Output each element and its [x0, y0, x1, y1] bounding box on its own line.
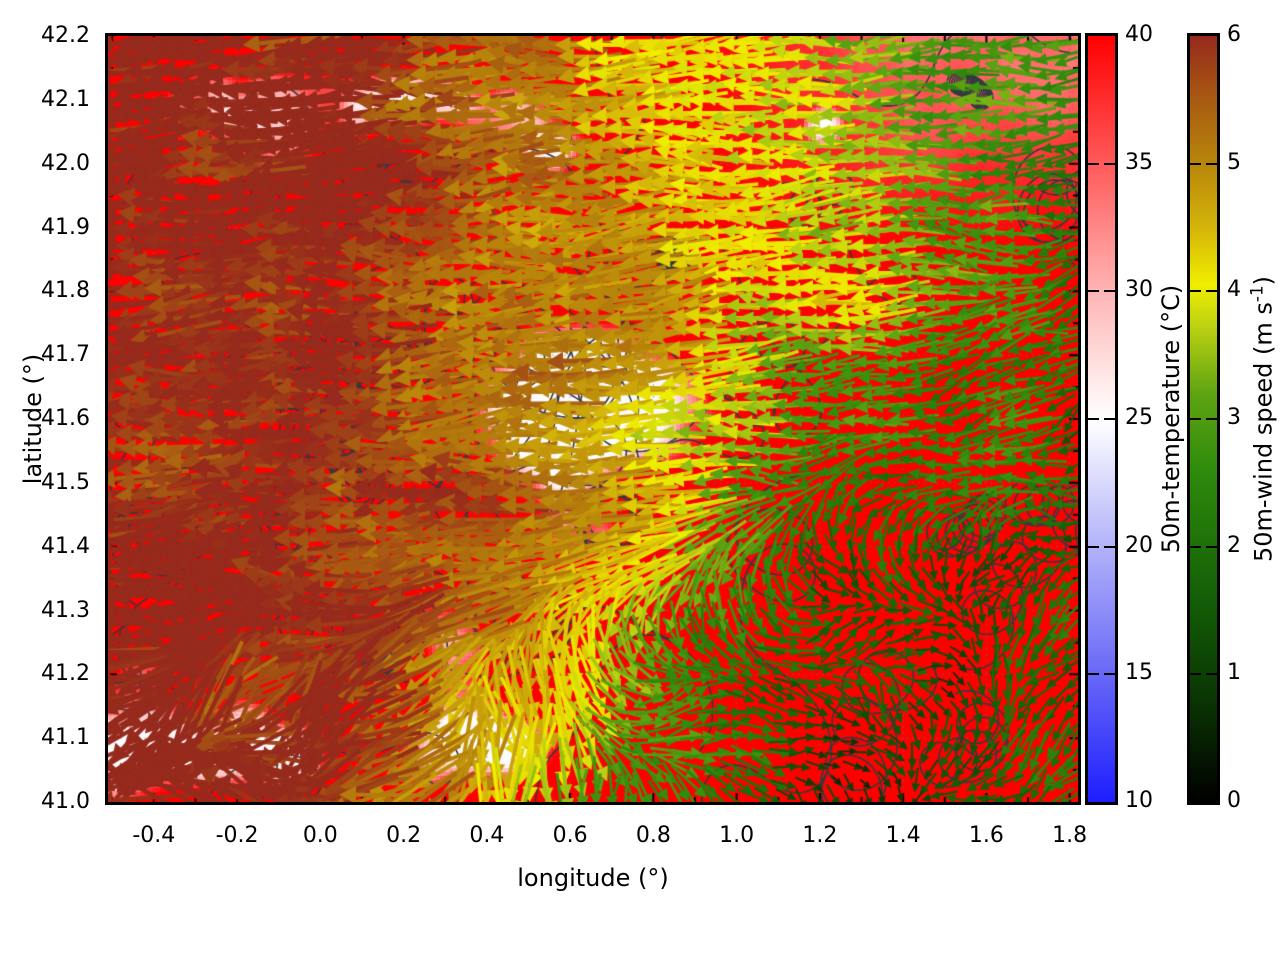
plot-area [105, 33, 1081, 805]
temperature-colorbar-tick-mark [1088, 162, 1099, 165]
temperature-colorbar-tick-label: 20 [1125, 532, 1153, 558]
wind_speed-colorbar-tick-label: 3 [1227, 405, 1241, 430]
temperature-colorbar [1085, 33, 1118, 805]
x-tick-label: 1.6 [968, 823, 1004, 848]
x-tick-label: -0.2 [215, 823, 259, 848]
x-tick-label: 0.8 [635, 823, 671, 848]
wind-speed-colorbar-title-sup: -1 [1246, 285, 1267, 303]
y-tick-label: 41.6 [41, 406, 90, 431]
x-tick-label: -0.4 [132, 823, 176, 848]
wind_speed-colorbar-tick-label: 4 [1227, 277, 1241, 303]
y-tick-label: 42.1 [41, 86, 90, 112]
wind-speed-colorbar-title: 50m-wind speed (m s-1) [1247, 276, 1278, 562]
wind_speed-colorbar-tick-mark [1206, 162, 1217, 165]
temperature-colorbar-tick-mark [1104, 545, 1115, 548]
temperature-colorbar-tick-mark [1088, 673, 1099, 676]
temperature-colorbar-tick-mark [1104, 162, 1115, 165]
temperature-colorbar-tick-mark [1104, 673, 1115, 676]
temperature-colorbar-tick-label: 10 [1125, 788, 1153, 813]
x-tick-label: 1.2 [802, 823, 838, 848]
x-tick-label: 1.4 [885, 823, 921, 848]
temperature-colorbar-tick-label: 40 [1125, 22, 1153, 47]
wind_speed-colorbar-tick-mark [1206, 418, 1217, 420]
wind_speed-colorbar-tick-label: 1 [1227, 660, 1241, 686]
wind_speed-colorbar-tick-mark [1206, 545, 1217, 548]
y-tick-label: 41.2 [41, 661, 90, 687]
temperature-colorbar-title: 50m-temperature (°C) [1157, 285, 1185, 554]
wind-speed-colorbar-title-pre: 50m-wind speed (m s [1249, 302, 1278, 563]
y-tick-label: 41.7 [41, 342, 90, 368]
wind_speed-colorbar-tick-mark [1190, 673, 1201, 676]
temperature-colorbar-tick-mark [1088, 290, 1099, 293]
temperature-wind-map-canvas [108, 36, 1078, 802]
temperature-colorbar-tick-mark [1088, 418, 1099, 420]
wind_speed-colorbar-tick-label: 5 [1227, 149, 1241, 175]
wind-speed-colorbar-title-post: ) [1249, 275, 1278, 286]
y-tick-label: 41.0 [41, 789, 90, 814]
x-tick-label: 0.0 [302, 823, 338, 848]
wind_speed-colorbar-tick-mark [1206, 290, 1217, 293]
y-tick-label: 41.8 [41, 278, 90, 304]
wind_speed-colorbar-tick-label: 2 [1227, 532, 1241, 558]
x-axis-title: longitude (°) [517, 864, 669, 892]
y-tick-label: 41.1 [41, 725, 90, 751]
wind_speed-colorbar-tick-label: 6 [1227, 22, 1241, 47]
y-tick-label: 42.2 [41, 23, 90, 48]
wind-speed-colorbar [1187, 33, 1220, 805]
temperature-colorbar-tick-label: 30 [1125, 277, 1153, 303]
y-axis-title: latitude (°) [19, 353, 47, 485]
y-tick-label: 42.0 [41, 150, 90, 176]
temperature-colorbar-tick-mark [1104, 418, 1115, 420]
x-tick-label: 1.8 [1052, 823, 1088, 848]
temperature-colorbar-title-text: 50m-temperature (°C) [1157, 284, 1185, 554]
y-tick-label: 41.9 [41, 214, 90, 240]
x-tick-label: 1.0 [719, 823, 755, 848]
wind_speed-colorbar-tick-label: 0 [1227, 788, 1241, 813]
y-tick-label: 41.4 [41, 533, 90, 559]
temperature-colorbar-tick-label: 35 [1125, 149, 1153, 175]
wind_speed-colorbar-tick-mark [1190, 290, 1201, 293]
x-tick-label: 0.6 [552, 823, 588, 848]
y-tick-label: 41.3 [41, 597, 90, 623]
wind_speed-colorbar-tick-mark [1190, 162, 1201, 165]
y-tick-label: 41.5 [41, 469, 90, 495]
wind_speed-colorbar-tick-mark [1190, 418, 1201, 420]
temperature-colorbar-tick-mark [1088, 545, 1099, 548]
wind_speed-colorbar-tick-mark [1190, 545, 1201, 548]
temperature-colorbar-tick-label: 15 [1125, 660, 1153, 686]
x-tick-label: 0.2 [386, 823, 422, 848]
wind_speed-colorbar-tick-mark [1206, 673, 1217, 676]
temperature-colorbar-tick-mark [1104, 290, 1115, 293]
temperature-colorbar-tick-label: 25 [1125, 405, 1153, 430]
x-tick-label: 0.4 [469, 823, 505, 848]
